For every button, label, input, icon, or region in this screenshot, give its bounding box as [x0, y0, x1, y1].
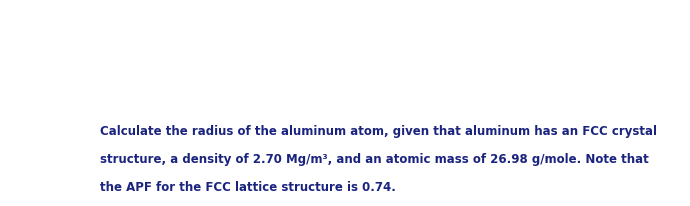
- Text: Calculate the radius of the aluminum atom, given that aluminum has an FCC crysta: Calculate the radius of the aluminum ato…: [100, 125, 657, 138]
- Text: structure, a density of 2.70 Mg/m³, and an atomic mass of 26.98 g/mole. Note tha: structure, a density of 2.70 Mg/m³, and …: [100, 153, 649, 166]
- Text: the APF for the FCC lattice structure is 0.74.: the APF for the FCC lattice structure is…: [100, 181, 396, 194]
